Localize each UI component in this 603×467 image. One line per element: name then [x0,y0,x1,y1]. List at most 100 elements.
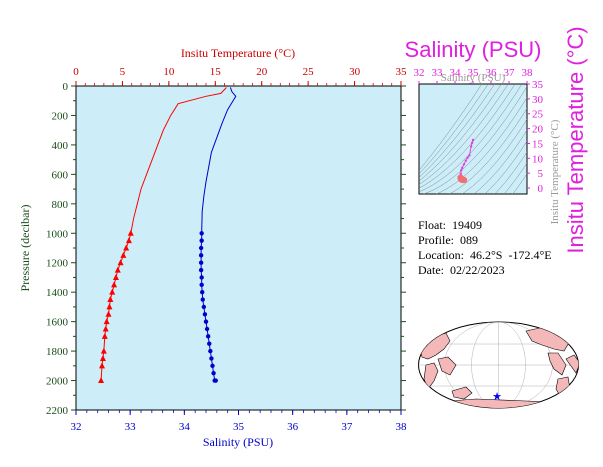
ts-temperature-tick-label: 10 [532,153,544,165]
salinity-point [200,297,205,302]
ts-salinity-tick-label: 36 [486,67,498,79]
temperature-point [99,362,105,369]
pressure-tick-label: 1200 [46,258,69,270]
float-location: Location: 46.2°S -172.4°E [418,248,552,262]
temperature-point [107,296,114,303]
isopycnal-line [419,84,495,178]
ts-point [460,169,463,172]
isopycnal-line [473,129,527,194]
salinity-point [201,304,207,310]
temperature-point [101,332,108,339]
isopycnal-line [419,84,509,185]
isopycnal-line [484,140,527,194]
isopycnal-line [419,84,502,182]
temperature-point [114,266,121,273]
temperature-tick-label: 35 [396,66,408,78]
float-id: Float: 19409 [418,218,483,232]
temperature-point [120,251,127,258]
float-location-marker: ★ [492,391,502,403]
ts-temperature-tick-label: 30 [532,94,544,106]
ts-ghost-ylabel: Insitu Temperature (°C) [549,119,561,224]
ts-salinity-tick-label: 33 [432,67,444,79]
temperature-tick-label: 15 [210,66,222,78]
salinity-point [198,245,204,251]
ts-salinity-tick-label: 34 [450,67,462,79]
temperature-point [125,237,132,244]
pressure-tick-label: 200 [52,110,69,122]
pressure-tick-label: 1400 [46,287,69,299]
ts-salinity-tick-label: 32 [414,67,425,79]
ts-temperature-tick-label: 35 [532,79,544,91]
salinity-point [208,348,213,354]
ts-point [471,138,475,142]
ts-point [466,156,469,159]
temperature-point [98,377,105,384]
isopycnal-line [422,86,527,194]
profile-date: Date: 02/22/2023 [418,263,505,277]
isopycnal-line [419,84,489,175]
temperature-point [100,347,107,354]
salinity-point [198,253,204,258]
ts-title: Salinity (PSU) [405,37,542,62]
salinity-tick-label: 33 [125,421,137,433]
pressure-tick-label: 2200 [46,405,69,417]
temperature-point [103,318,110,325]
salinity-point [199,231,204,236]
world-map: ★ [418,321,579,409]
temperature-point [109,288,116,295]
ts-temperature-tick-label: 15 [532,138,544,150]
salinity-tick-label: 37 [341,421,353,433]
temperature-point [111,281,118,288]
ts-temperature-tick-label: 20 [532,124,544,136]
salinity-tick-label: 38 [396,421,408,433]
temperature-point [105,310,112,317]
isopycnal-line [419,84,483,171]
salinity-point [207,341,212,346]
salinity-point [213,378,218,383]
salinity-point [203,319,209,324]
temperature-tick-label: 5 [120,66,126,78]
pressure-tick-label: 1600 [46,317,69,329]
pressure-tick-label: 600 [52,169,69,181]
temperature-tick-label: 20 [256,66,268,78]
salinity-point [198,260,204,265]
ts-point [459,172,462,175]
isopycnal-line [503,162,527,194]
temperature-point [112,273,119,280]
temperature-tick-label: 25 [303,66,315,78]
pressure-tick-label: 1000 [46,228,69,240]
temperature-point [99,354,106,361]
pressure-tick-label: 1800 [46,346,69,358]
ts-point [464,159,467,162]
pressure-tick-label: 0 [63,81,69,93]
salinity-profile-line [200,87,237,382]
temperature-tick-label: 0 [73,66,79,78]
isopycnal-line [512,173,527,194]
salinity-point [198,267,204,273]
ts-temperature-tick-label: 0 [538,183,544,195]
isopycnal-line [435,96,527,194]
salinity-tick-label: 32 [71,421,82,433]
salinity-point [199,238,204,243]
ts-temperature-tick-label: 25 [532,109,544,121]
pressure-axis-title: Pressure (decibar) [18,205,32,292]
isopycnal-line [494,151,527,194]
ts-salinity-tick-label: 37 [504,67,516,79]
salinity-point [202,312,208,317]
isopycnal-line [461,118,527,194]
ts-point [460,176,468,184]
ts-point [468,154,471,157]
temperature-point [117,259,124,266]
ts-point [470,145,473,148]
isopycnal-line [449,107,527,194]
salinity-point [204,326,210,332]
ts-salinity-tick-label: 35 [468,67,480,79]
ts-salinity-tick-label: 38 [522,67,534,79]
pressure-tick-label: 2000 [46,376,69,388]
pressure-tick-label: 400 [52,140,69,152]
salinity-point [200,289,205,295]
temperature-axis-title: Insitu Temperature (°C) [181,46,295,60]
